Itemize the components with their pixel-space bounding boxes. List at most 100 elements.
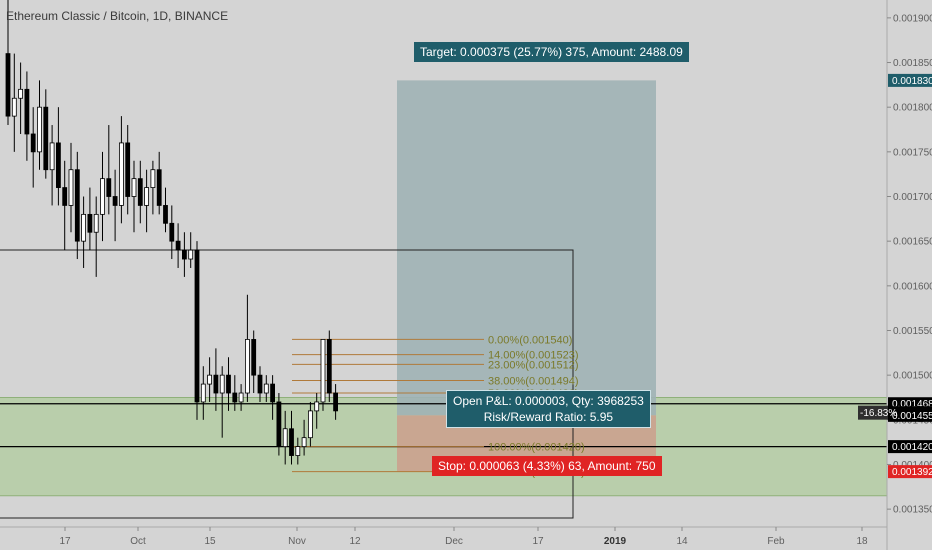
target-zone[interactable] <box>397 80 656 416</box>
candle-body <box>131 178 137 197</box>
fib-level-label: 14.00%(0.001523) <box>488 350 579 362</box>
price-badge <box>888 408 932 422</box>
candle <box>314 393 320 429</box>
candle <box>169 205 175 260</box>
candle-body <box>282 428 288 448</box>
fib-level-label: 100.00%(0.001420) <box>488 442 585 454</box>
candle-body <box>188 249 194 260</box>
candle-body <box>213 374 219 394</box>
candle <box>333 384 339 420</box>
candle <box>263 375 269 402</box>
candle <box>244 294 250 402</box>
candle-body <box>56 142 61 188</box>
candle <box>93 196 99 277</box>
candle <box>131 160 137 233</box>
time-tick-label: 15 <box>204 536 216 547</box>
candle-body <box>326 339 332 394</box>
candle-body <box>307 410 313 439</box>
candle <box>251 330 257 394</box>
candle-body <box>270 383 276 403</box>
candle-body <box>257 374 263 394</box>
candle <box>106 125 112 215</box>
candle <box>112 169 118 242</box>
candle-body <box>219 374 225 394</box>
candle <box>320 339 326 411</box>
price-tick-label: 0.001550 <box>893 326 932 337</box>
candle-body <box>43 106 49 171</box>
candle <box>289 410 294 465</box>
candle <box>295 437 301 465</box>
candle <box>125 125 131 215</box>
candle <box>24 71 30 161</box>
candle <box>188 232 194 268</box>
candle-body <box>11 97 17 117</box>
candle-body <box>276 401 282 448</box>
candle <box>49 125 55 206</box>
fib-level-label: 23.00%(0.001512) <box>488 359 579 371</box>
time-tick-label: Nov <box>288 536 306 547</box>
candle <box>74 151 80 260</box>
candle <box>30 107 36 188</box>
candle-body <box>226 374 231 394</box>
candle-body <box>295 446 301 456</box>
price-tick-label: 0.001800 <box>893 103 932 114</box>
price-badge <box>888 440 932 454</box>
time-tick-label: 2019 <box>604 536 627 547</box>
candle-body <box>18 88 24 99</box>
time-tick-label: 18 <box>856 536 868 547</box>
candle <box>87 187 93 251</box>
candle <box>207 357 213 402</box>
candle <box>43 89 49 179</box>
candle-body <box>163 205 168 224</box>
candle <box>62 160 68 251</box>
candle-body <box>263 383 269 394</box>
candle <box>175 223 181 268</box>
candle-body <box>144 187 150 206</box>
candle <box>257 366 263 402</box>
time-tick-label: Dec <box>445 536 463 547</box>
candle <box>181 232 187 277</box>
time-tick-label: 17 <box>532 536 544 547</box>
candle <box>11 53 17 152</box>
candle <box>238 384 244 411</box>
price-badge <box>888 73 932 87</box>
candle <box>213 348 219 411</box>
candle <box>270 375 276 420</box>
price-tick-label: 0.001750 <box>893 147 932 158</box>
price-tick-label: 0.001900 <box>893 13 932 24</box>
candle-body <box>125 142 131 197</box>
price-badge-label: 0.001455 <box>892 411 932 422</box>
stop-label: Stop: 0.000063 (4.33%) 63, Amount: 750 <box>432 456 662 476</box>
price-badge-label: 0.001830 <box>892 76 932 87</box>
candle <box>163 187 168 233</box>
candle-body <box>93 213 99 233</box>
drawn-rectangle[interactable] <box>0 249 574 519</box>
fib-level-label: 38.00%(0.001494) <box>488 376 579 388</box>
candle <box>232 375 238 411</box>
candle <box>119 116 124 224</box>
candle <box>144 169 150 233</box>
candle <box>68 142 74 233</box>
candle-body <box>112 196 118 206</box>
price-tick-label: 0.001500 <box>893 371 932 382</box>
candle-body <box>194 249 200 403</box>
price-tick-label: 0.001350 <box>893 505 932 516</box>
candle <box>18 62 24 134</box>
price-tick-label: 0.001650 <box>893 237 932 248</box>
candle-body <box>320 339 326 403</box>
candle-body <box>156 169 162 206</box>
candle-body <box>81 213 86 242</box>
candle-body <box>181 249 187 260</box>
candle-body <box>68 169 74 206</box>
chart-title: Ethereum Classic / Bitcoin, 1D, BINANCE <box>6 9 229 23</box>
candle-body <box>150 169 156 188</box>
price-badge-label: 0.001392 <box>892 467 932 478</box>
candle <box>282 410 288 465</box>
time-tick-label: 14 <box>676 536 688 547</box>
candle <box>5 0 11 126</box>
candle-body <box>207 374 213 385</box>
candle-body <box>289 428 294 456</box>
candle <box>276 393 282 456</box>
